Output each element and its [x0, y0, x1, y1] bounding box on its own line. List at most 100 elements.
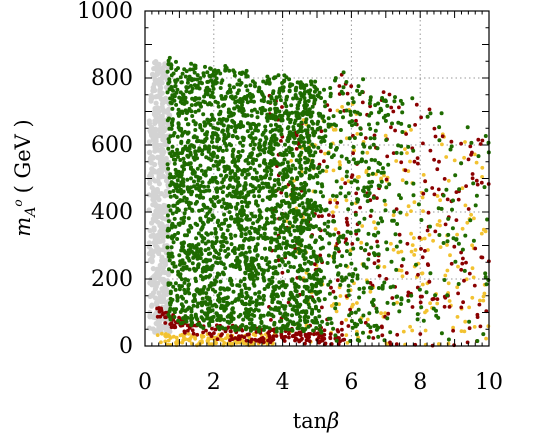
point-green: [467, 319, 472, 324]
point-green: [202, 184, 207, 189]
point-green: [450, 226, 455, 231]
point-red: [319, 129, 324, 134]
point-red: [268, 340, 273, 344]
point-green: [179, 126, 184, 131]
point-green: [265, 112, 270, 117]
point-green: [359, 320, 363, 325]
point-green: [357, 286, 362, 291]
point-green: [175, 178, 180, 183]
point-green: [216, 121, 221, 126]
point-red: [476, 137, 481, 142]
point-green: [186, 77, 191, 82]
point-green: [481, 332, 486, 337]
scatter-points: [146, 55, 491, 348]
point-green: [169, 245, 174, 250]
point-green: [260, 301, 265, 306]
point-green: [222, 102, 227, 107]
point-green: [251, 278, 256, 283]
point-red: [459, 141, 463, 146]
point-green: [215, 155, 220, 160]
point-green: [186, 138, 191, 143]
point-green: [170, 211, 175, 216]
point-green: [306, 188, 311, 193]
point-green: [305, 285, 310, 290]
point-green: [297, 192, 301, 197]
point-green: [214, 311, 219, 316]
point-green: [361, 142, 366, 147]
point-green: [218, 111, 223, 116]
point-yellow: [206, 338, 211, 342]
point-green: [216, 218, 221, 223]
point-red: [354, 191, 359, 196]
point-green: [173, 78, 178, 83]
point-green: [216, 162, 221, 167]
point-green: [383, 99, 388, 104]
point-green: [197, 80, 202, 85]
point-gray: [162, 285, 168, 291]
point-gray: [149, 193, 155, 199]
point-yellow: [426, 248, 430, 252]
point-green: [292, 228, 297, 233]
point-green: [374, 309, 379, 314]
point-red: [474, 178, 479, 183]
point-green: [339, 275, 344, 280]
point-yellow: [472, 216, 476, 221]
point-green: [297, 275, 302, 280]
point-yellow: [436, 342, 441, 346]
point-green: [188, 185, 193, 190]
point-green: [296, 239, 301, 244]
point-yellow: [452, 158, 457, 163]
point-green: [357, 92, 362, 97]
point-green: [297, 153, 302, 158]
point-green: [257, 208, 262, 213]
point-red: [372, 133, 377, 138]
point-green: [165, 234, 170, 239]
point-green: [231, 185, 236, 190]
point-red: [397, 232, 402, 237]
point-green: [310, 275, 315, 280]
point-yellow: [447, 299, 452, 303]
point-yellow: [459, 329, 464, 333]
point-green: [260, 272, 265, 277]
point-red: [410, 305, 415, 309]
point-green: [294, 298, 298, 303]
point-green: [273, 205, 278, 210]
point-green: [243, 325, 248, 330]
point-green: [277, 203, 281, 208]
point-green: [346, 191, 351, 196]
point-red: [269, 318, 273, 322]
point-green: [265, 220, 269, 225]
point-green: [311, 328, 316, 333]
point-green: [238, 292, 243, 297]
point-red: [294, 133, 299, 138]
point-green: [295, 212, 300, 217]
point-green: [218, 86, 223, 90]
point-gray: [160, 146, 166, 153]
point-yellow: [213, 340, 218, 345]
point-green: [244, 250, 248, 255]
point-gray: [147, 293, 153, 300]
point-gray: [152, 161, 158, 168]
point-green: [444, 187, 449, 192]
point-yellow: [431, 238, 435, 243]
point-green: [319, 96, 323, 100]
point-green: [223, 206, 228, 211]
point-red: [375, 239, 379, 244]
point-green: [209, 199, 214, 204]
point-green: [165, 162, 170, 167]
point-green: [460, 247, 465, 252]
point-green: [366, 193, 371, 198]
point-green: [345, 169, 349, 174]
point-green: [199, 168, 204, 173]
point-green: [268, 247, 272, 252]
point-green: [173, 287, 178, 292]
point-green: [462, 268, 467, 273]
point-green: [310, 310, 315, 315]
point-green: [249, 225, 254, 230]
point-red: [249, 337, 254, 342]
point-green: [196, 175, 200, 180]
point-green: [317, 170, 322, 175]
point-green: [262, 231, 267, 236]
point-green: [315, 174, 320, 179]
point-green: [240, 172, 245, 177]
